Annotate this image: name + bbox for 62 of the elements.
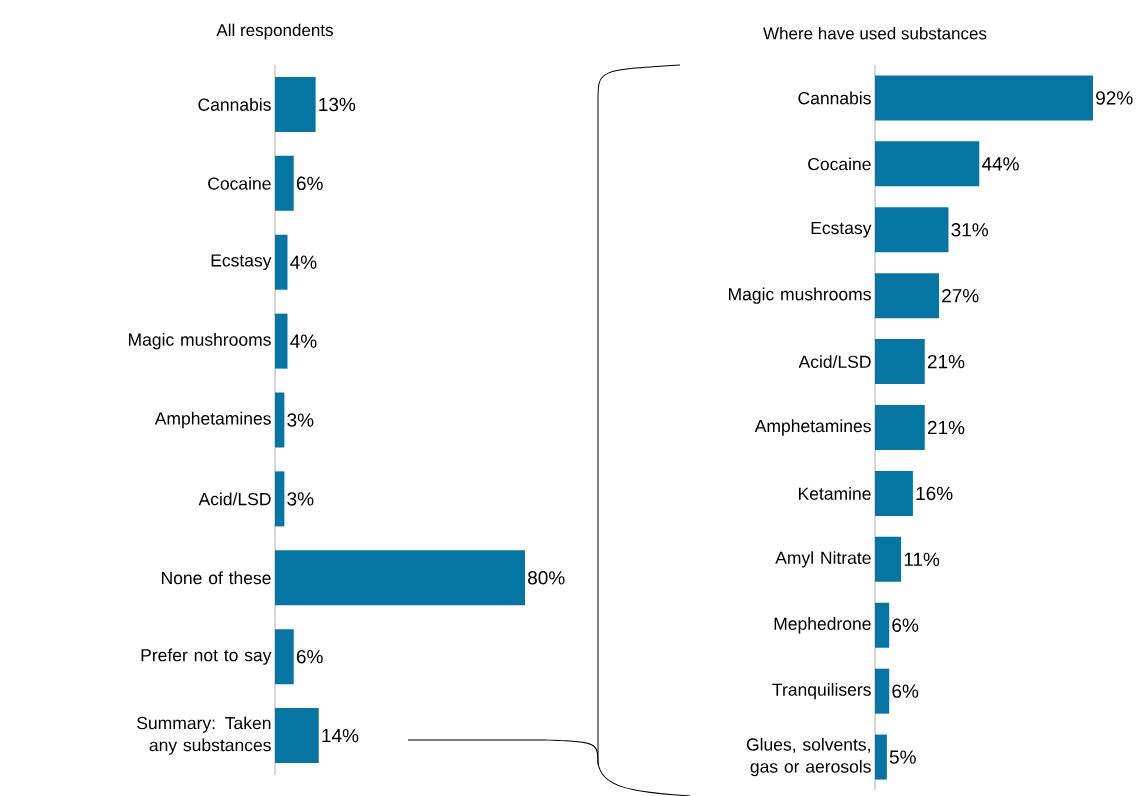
data-label: 31% <box>951 223 989 237</box>
y-tick-label: Cocaine <box>208 176 271 190</box>
bar <box>875 668 890 714</box>
data-label: 27% <box>942 289 979 303</box>
data-label: 3% <box>287 413 314 427</box>
y-tick-label: Ecstasy <box>211 254 272 271</box>
y-tick-label: Ecstasy <box>811 221 872 238</box>
bar <box>875 339 925 385</box>
bar <box>875 536 902 582</box>
y-tick-label: Tranquilisers <box>772 682 871 700</box>
data-label: 3% <box>287 492 314 506</box>
data-label: 6% <box>892 684 919 698</box>
data-label: 13% <box>319 97 356 112</box>
y-tick-label: Acid/LSD <box>798 355 871 369</box>
bar <box>275 234 288 290</box>
bar <box>275 550 526 606</box>
bar <box>875 602 890 648</box>
data-label: 44% <box>981 157 1019 171</box>
data-label: 4% <box>290 255 317 269</box>
y-tick-label: Amphetamines <box>754 419 871 436</box>
bar <box>875 405 925 451</box>
y-tick-label: Cocaine <box>808 157 871 171</box>
bar <box>875 207 949 253</box>
data-label: 21% <box>927 354 965 369</box>
bar <box>275 76 316 132</box>
bar <box>875 273 939 319</box>
y-tick-label: Magic mushrooms <box>728 287 871 304</box>
data-label: 6% <box>296 649 323 664</box>
data-label: 5% <box>889 750 916 764</box>
y-tick-label: Ketamine <box>798 486 871 500</box>
bar <box>275 392 285 448</box>
y-tick-label: Cannabis <box>798 91 871 105</box>
bar <box>275 471 285 527</box>
bar <box>275 629 294 685</box>
data-label: 6% <box>892 618 919 632</box>
data-label: 92% <box>1096 91 1133 105</box>
data-label: 80% <box>528 571 565 585</box>
bar <box>875 734 887 780</box>
data-label: 6% <box>296 176 323 191</box>
y-tick-label: Glues, solvents, gas or aerosols <box>746 737 871 777</box>
data-label: 14% <box>322 728 359 743</box>
y-tick-label: Summary: Taken any substances <box>137 716 271 755</box>
bar <box>275 155 294 211</box>
data-label: 11% <box>904 552 940 566</box>
y-tick-label: Acid/LSD <box>198 492 271 506</box>
y-tick-label: Prefer not to say <box>141 648 272 665</box>
y-tick-label: None of these <box>162 571 271 585</box>
bar <box>875 141 980 187</box>
y-tick-label: Mephedrone <box>774 617 871 634</box>
data-label: 21% <box>927 420 965 435</box>
bar <box>875 75 1094 121</box>
y-tick-label: Magic mushrooms <box>128 332 271 350</box>
chart-title: All respondents <box>216 23 333 40</box>
bar <box>275 313 288 369</box>
y-tick-label: Amyl Nitrate <box>775 551 871 568</box>
data-label: 4% <box>290 334 317 348</box>
bar <box>275 708 319 764</box>
y-tick-label: Cannabis <box>198 98 271 111</box>
data-label: 16% <box>916 486 953 501</box>
bar <box>875 470 913 516</box>
chart-title: Where have used substances <box>763 26 987 40</box>
y-tick-label: Amphetamines <box>154 411 271 429</box>
